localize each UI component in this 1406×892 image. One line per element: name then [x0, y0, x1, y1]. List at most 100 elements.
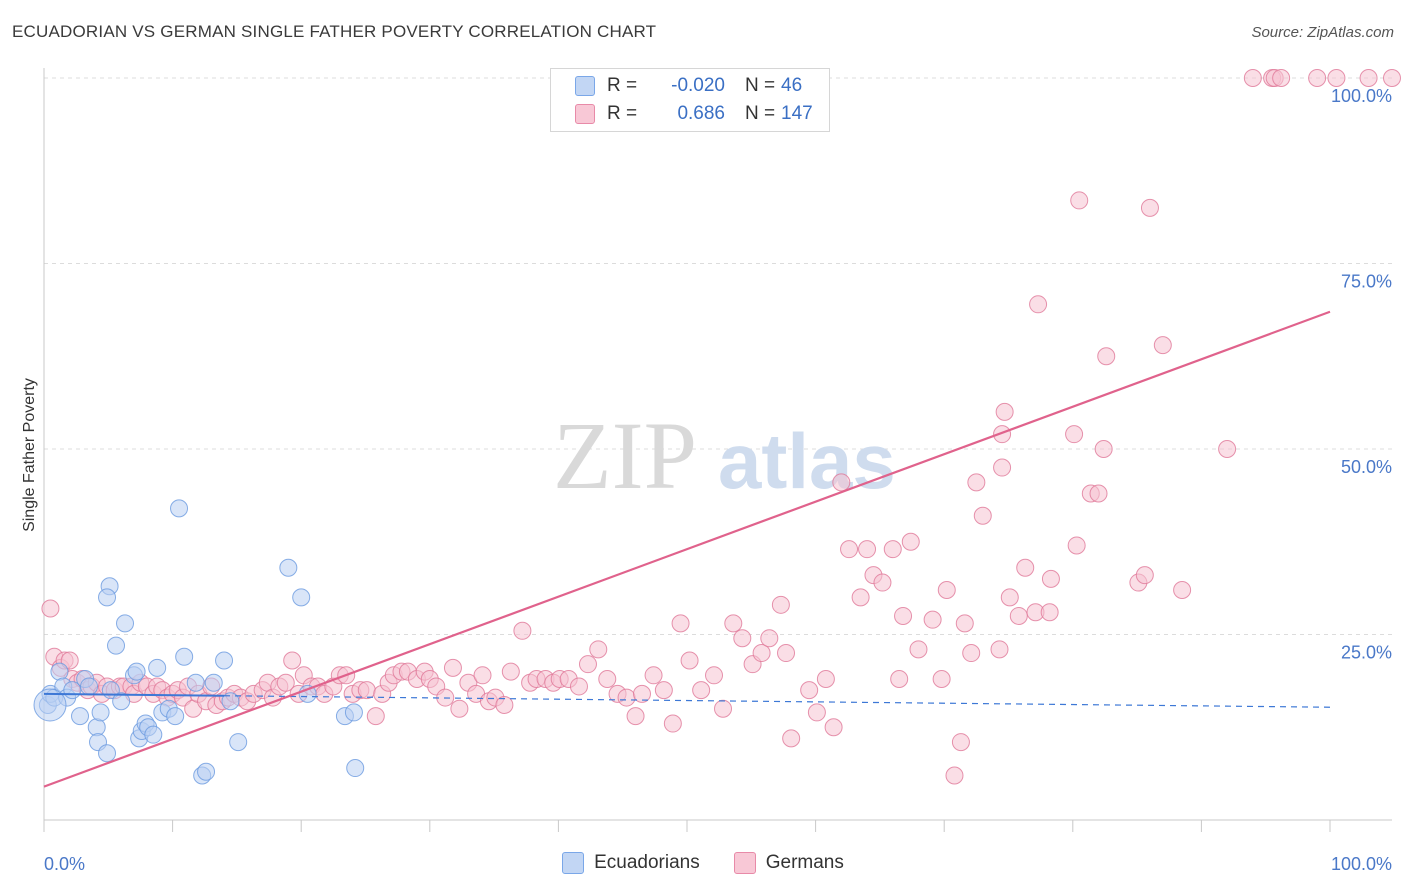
legend-row-ecuadorians: R = -0.020 N = 46 — [575, 73, 817, 99]
point-germans — [1140, 198, 1159, 217]
chart-title: ECUADORIAN VS GERMAN SINGLE FATHER POVER… — [12, 22, 657, 41]
point-germans — [962, 644, 981, 663]
point-germans — [894, 606, 913, 625]
point-germans — [495, 695, 514, 714]
x-tick-label-end: 100.0% — [1331, 854, 1392, 874]
point-germans — [692, 681, 711, 700]
point-germans — [473, 666, 492, 685]
point-germans — [752, 644, 771, 663]
x-tick-label-start: 0.0% — [44, 854, 85, 874]
point-germans — [909, 640, 928, 659]
point-ecuadorians — [107, 636, 126, 655]
point-germans — [501, 662, 520, 681]
series-swatch-ecuadorians — [562, 852, 585, 874]
point-germans — [1040, 603, 1059, 622]
point-germans — [60, 651, 79, 670]
point-germans — [1272, 69, 1291, 87]
point-ecuadorians — [279, 558, 298, 577]
point-ecuadorians — [170, 499, 189, 518]
point-germans — [945, 766, 964, 785]
point-ecuadorians — [50, 662, 69, 681]
point-germans — [1041, 569, 1060, 588]
point-ecuadorians — [71, 707, 90, 726]
point-germans — [714, 699, 733, 718]
watermark-zip: ZIP — [553, 402, 697, 509]
point-germans — [1153, 336, 1172, 355]
point-germans — [1308, 69, 1327, 87]
legend-r-label: R = — [607, 75, 638, 96]
point-germans — [955, 614, 974, 633]
series-legend-germans: Germans — [733, 852, 844, 874]
point-germans — [589, 640, 608, 659]
axis-labels: 25.0% 50.0% 75.0% 100.0% 0.0% 100.0% — [44, 86, 1392, 874]
data-points — [33, 69, 1401, 785]
point-germans — [777, 644, 796, 663]
legend-r-label: R = — [607, 103, 638, 124]
point-germans — [1070, 191, 1089, 210]
point-germans — [1016, 558, 1035, 577]
point-germans — [932, 670, 951, 689]
series-swatch-germans — [733, 852, 756, 874]
y-tick-label: 75.0% — [1341, 272, 1392, 292]
point-germans — [771, 595, 790, 614]
point-germans — [357, 681, 376, 700]
correlation-legend: R = -0.020 N = 46 R = 0.686 N = 147 — [550, 68, 830, 132]
point-ecuadorians-large — [33, 688, 67, 722]
point-germans — [1009, 606, 1028, 625]
point-germans — [851, 588, 870, 607]
point-germans — [923, 610, 942, 629]
point-germans — [1097, 347, 1116, 366]
point-germans — [951, 733, 970, 752]
point-ecuadorians — [175, 647, 194, 666]
point-germans — [995, 402, 1014, 421]
point-germans — [276, 673, 295, 692]
point-ecuadorians — [91, 703, 110, 722]
point-ecuadorians — [229, 733, 248, 752]
point-germans — [1173, 580, 1192, 599]
point-ecuadorians — [346, 759, 365, 778]
point-germans — [1029, 295, 1048, 314]
gridlines — [44, 77, 1392, 635]
point-germans — [617, 688, 636, 707]
point-ecuadorians — [344, 703, 363, 722]
trend-lines — [43, 310, 1331, 788]
point-ecuadorians — [298, 684, 317, 703]
point-germans — [443, 658, 462, 677]
legend-swatch-germans — [575, 104, 595, 124]
point-germans — [973, 506, 992, 525]
watermark: ZIP atlas — [553, 402, 896, 509]
point-germans — [1243, 69, 1262, 87]
series-legend-ecuadorians: Ecuadorians — [562, 852, 700, 874]
point-germans — [1067, 536, 1086, 555]
point-germans — [824, 718, 843, 737]
point-germans — [644, 666, 663, 685]
point-ecuadorians — [112, 692, 131, 711]
point-germans — [671, 614, 690, 633]
point-ecuadorians — [204, 673, 223, 692]
point-germans — [807, 703, 826, 722]
point-germans — [840, 540, 859, 559]
point-germans — [569, 677, 588, 696]
point-germans — [705, 666, 724, 685]
trend-line-ecuadorians-extension — [224, 695, 1331, 708]
series-label-germans: Germans — [765, 852, 844, 873]
point-germans — [883, 540, 902, 559]
point-germans — [937, 580, 956, 599]
point-germans — [1135, 566, 1154, 585]
legend-r-value: -0.020 — [671, 75, 725, 96]
point-germans — [598, 670, 617, 689]
point-germans — [816, 670, 835, 689]
point-germans — [41, 599, 60, 618]
series-legend: Ecuadorians Germans — [0, 852, 1406, 874]
point-germans — [733, 629, 752, 648]
point-germans — [858, 540, 877, 559]
point-ecuadorians — [98, 744, 117, 763]
point-germans — [513, 621, 532, 640]
point-germans — [663, 714, 682, 733]
legend-n-value: 147 — [781, 103, 813, 124]
point-germans — [1089, 484, 1108, 503]
point-germans — [1327, 69, 1346, 87]
point-germans — [967, 473, 986, 492]
legend-n-label: N = — [745, 103, 776, 124]
